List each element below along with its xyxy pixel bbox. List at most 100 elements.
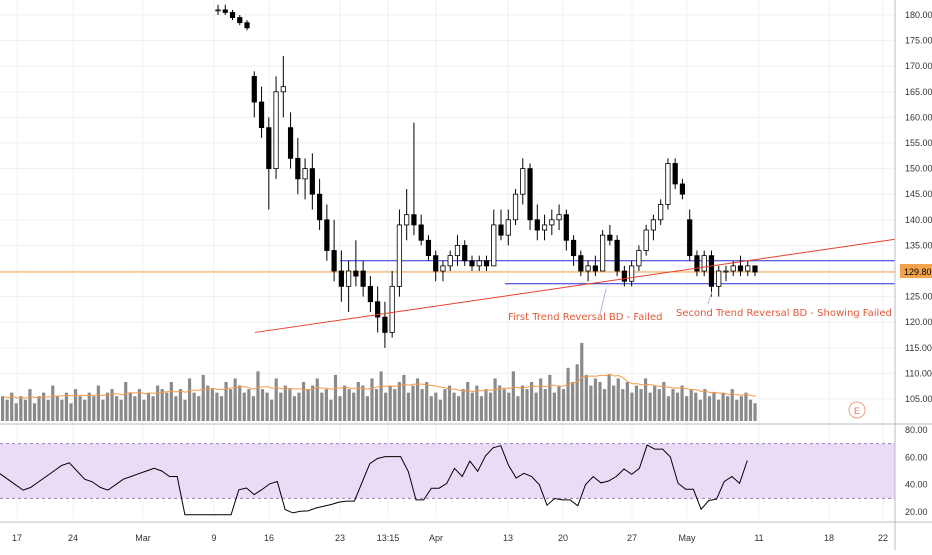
candle-body	[541, 224, 548, 231]
candle-body	[578, 255, 584, 272]
candle-body	[745, 265, 751, 272]
volume-bar	[32, 403, 37, 421]
candle	[316, 178, 323, 231]
volume-bar	[146, 392, 151, 421]
volume-bar	[557, 385, 561, 421]
volume-bar	[703, 389, 707, 421]
volume-bar	[425, 382, 429, 421]
candle-body	[396, 224, 403, 287]
volume-bar	[607, 374, 611, 421]
rsi-tick-label: 40.00	[905, 480, 928, 490]
volume-bar	[566, 367, 570, 421]
volume-bar	[256, 371, 260, 421]
volume-bar	[197, 396, 201, 421]
volume-bar	[643, 378, 648, 421]
candle-body	[433, 255, 439, 272]
volume-bar	[92, 396, 96, 421]
volume-bar	[292, 396, 297, 421]
volume-bar	[612, 385, 616, 421]
volume-bar	[502, 389, 506, 421]
candle	[346, 260, 352, 312]
candle-body	[215, 9, 221, 12]
candle-body	[658, 204, 664, 221]
candle-body	[237, 17, 243, 24]
candle-body	[338, 270, 344, 287]
volume-bar	[443, 389, 447, 421]
earnings-marker[interactable]: E	[848, 401, 866, 419]
candle-body	[621, 270, 627, 282]
candle	[302, 158, 308, 200]
volume-bar	[739, 396, 743, 421]
time-tick-label: 22	[878, 533, 888, 543]
volume-bar	[593, 378, 598, 421]
candle	[440, 260, 446, 282]
candle	[447, 250, 453, 271]
candle	[600, 230, 606, 272]
candle	[273, 76, 279, 179]
volume-bar	[19, 396, 23, 421]
volume-bar	[101, 399, 105, 421]
volume-bar	[466, 382, 470, 421]
price-pane	[0, 0, 895, 423]
volume-bar	[498, 385, 502, 421]
candle-body	[244, 22, 250, 29]
volume-bar	[69, 403, 73, 421]
volume-bar	[260, 389, 265, 421]
volume-bar	[311, 385, 315, 421]
candle	[462, 240, 468, 266]
candle	[266, 117, 272, 210]
candle	[570, 235, 577, 266]
volume-bar	[165, 392, 169, 421]
time-tick-label: 16	[264, 533, 274, 543]
volume-bar	[520, 385, 525, 421]
volume-bar	[648, 392, 652, 421]
volume-bar	[187, 378, 192, 421]
candle-body	[498, 224, 504, 236]
candle-body	[512, 193, 519, 221]
candle	[491, 209, 497, 267]
volume-bar	[219, 396, 224, 421]
volume-bar	[156, 385, 160, 421]
volume-bar	[301, 382, 306, 421]
candle-body	[287, 127, 294, 159]
candle-body	[454, 244, 461, 257]
volume-bar	[475, 385, 479, 421]
volume-bar	[575, 364, 579, 421]
candle	[215, 4, 221, 15]
volume-bar	[151, 396, 155, 421]
candle-body	[389, 285, 395, 333]
candle	[607, 224, 613, 246]
candle-body	[505, 219, 511, 236]
volume-bar	[1, 396, 5, 421]
candle-body	[346, 270, 352, 287]
volume-bar	[516, 396, 520, 421]
volume-bar	[128, 392, 132, 421]
volume-bar	[548, 374, 552, 421]
volume-bar	[748, 399, 753, 421]
volume-bar	[297, 392, 301, 421]
candle	[338, 250, 344, 302]
candle	[331, 219, 337, 282]
volume-bar	[10, 392, 14, 421]
volume-bar	[105, 392, 110, 421]
candle	[534, 204, 540, 241]
time-tick-label: May	[678, 533, 696, 543]
candle	[454, 235, 461, 266]
volume-bar	[694, 392, 698, 421]
candle	[701, 250, 707, 277]
candle-body	[585, 265, 591, 272]
volume-bar	[23, 399, 27, 421]
volume-bar	[283, 385, 287, 421]
volume-bar	[420, 389, 424, 421]
candle	[505, 209, 511, 246]
price-tick-label: 150.00	[905, 164, 932, 174]
candle-body	[607, 234, 613, 241]
candle	[716, 265, 722, 297]
candle	[694, 250, 700, 277]
volume-bar	[726, 396, 730, 421]
candle-body	[708, 255, 715, 287]
annotation-second-reversal: Second Trend Reversal BD - Showing Faile…	[676, 308, 892, 319]
volume-bar	[529, 382, 534, 421]
candle	[708, 250, 715, 297]
candle	[556, 204, 562, 231]
